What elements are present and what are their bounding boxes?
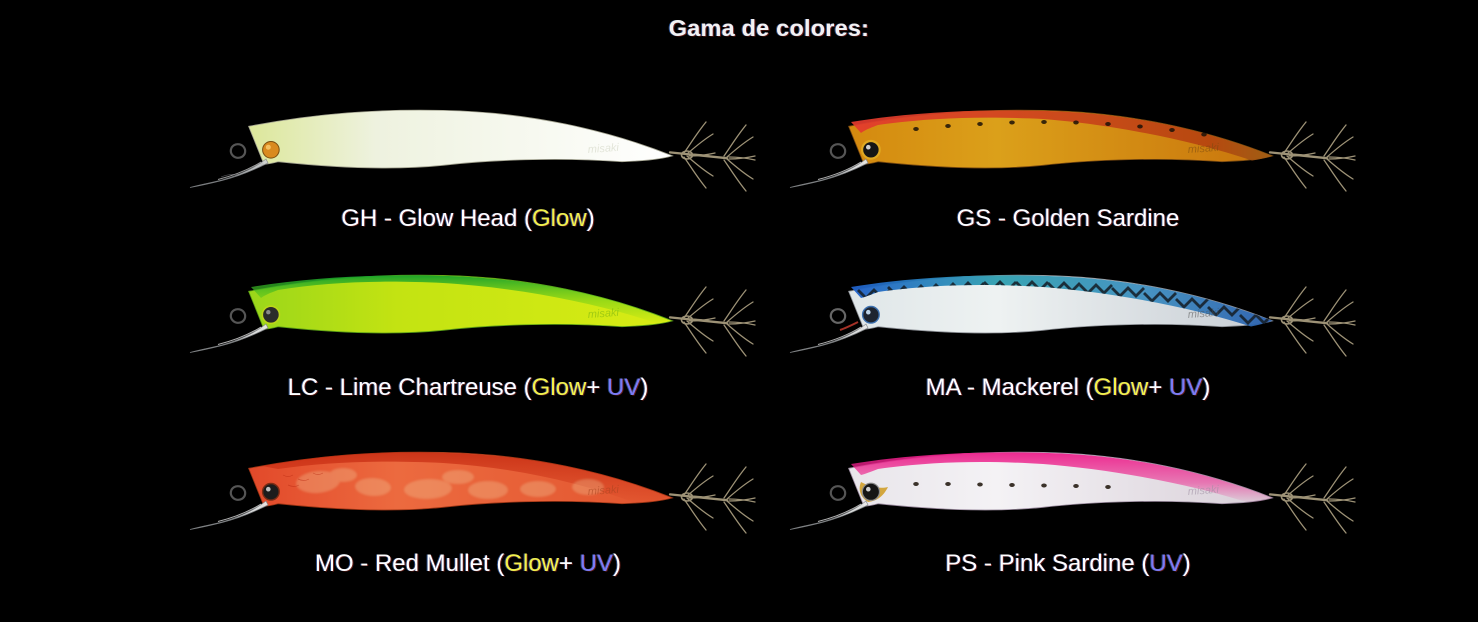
svg-text:misaki: misaki (587, 484, 619, 498)
svg-text:misaki: misaki (1187, 307, 1219, 321)
svg-text:misaki: misaki (587, 142, 619, 156)
svg-text:misaki: misaki (587, 307, 619, 321)
svg-text:misaki: misaki (1187, 484, 1219, 498)
svg-text:misaki: misaki (1187, 142, 1219, 156)
